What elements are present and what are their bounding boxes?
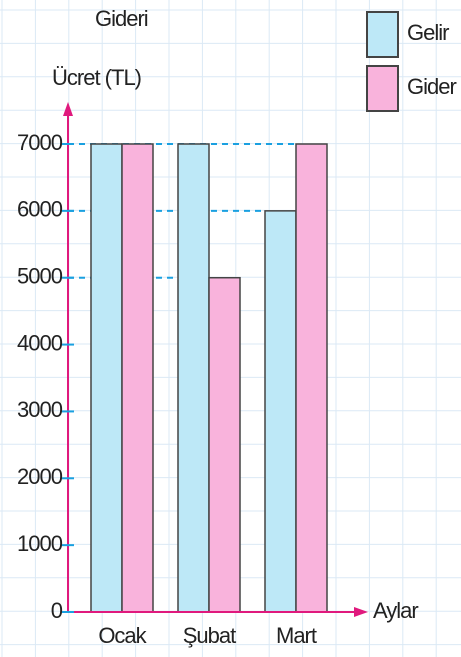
y-tick-label: 5000 [17,264,63,289]
x-tick-label: Ocak [98,623,147,648]
chart-title: Gideri [95,6,148,31]
y-tick-label: 3000 [17,397,63,422]
bar [177,143,210,613]
bars [90,143,328,613]
y-tick-label: 2000 [17,464,63,489]
legend-label: Gider [407,74,456,99]
legend-swatch [366,11,399,58]
y-tick-label: 0 [51,598,63,623]
legend-label: Gelir [407,20,449,45]
y-tick-label: 4000 [17,330,63,355]
x-tick-label: Mart [276,623,317,648]
y-tick-label: 6000 [17,197,63,222]
bar [264,210,297,613]
x-axis-label: Aylar [373,598,418,623]
x-tick-label: Şubat [183,623,236,648]
bar [295,143,328,613]
x-arrow [354,607,368,617]
legend-swatch [366,65,399,112]
bar [121,143,154,613]
bar [208,276,241,613]
y-tick-label: 1000 [17,531,63,556]
bar [90,143,123,613]
y-axis-label: Ücret (TL) [52,65,141,90]
y-arrow [63,102,73,116]
y-tick-label: 7000 [17,130,63,155]
